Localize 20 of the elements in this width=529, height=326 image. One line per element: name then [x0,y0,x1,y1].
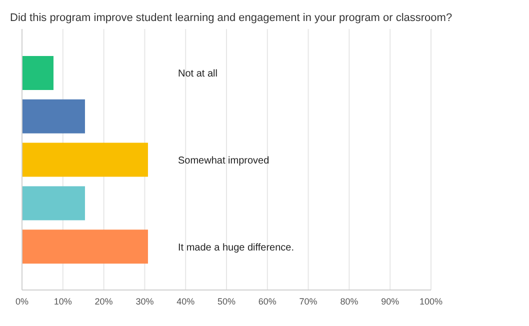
x-tick-label: 70% [299,296,318,306]
x-tick-label: 40% [176,296,195,306]
x-tick-label: 30% [136,296,154,306]
x-tick-label: 80% [340,296,358,306]
y-tick-label: Not at all [178,68,218,80]
x-tick-label: 60% [258,296,276,306]
chart-title: Did this program improve student learning and engagement in your program or classroom? [10,12,454,24]
bar [22,99,85,134]
y-tick-label: It made a huge difference. [178,242,294,254]
bar [22,142,148,177]
bar [22,56,54,90]
x-tick-label: 10% [54,296,72,306]
x-tick-label: 100% [419,296,443,306]
bar [22,186,85,220]
x-tick-label: 20% [94,296,113,306]
bar [22,230,148,264]
y-tick-label: Somewhat improved [178,156,270,166]
x-tick-label: 0% [15,296,29,306]
x-tick-label: 50% [217,296,236,306]
x-tick-label: 90% [381,296,400,306]
